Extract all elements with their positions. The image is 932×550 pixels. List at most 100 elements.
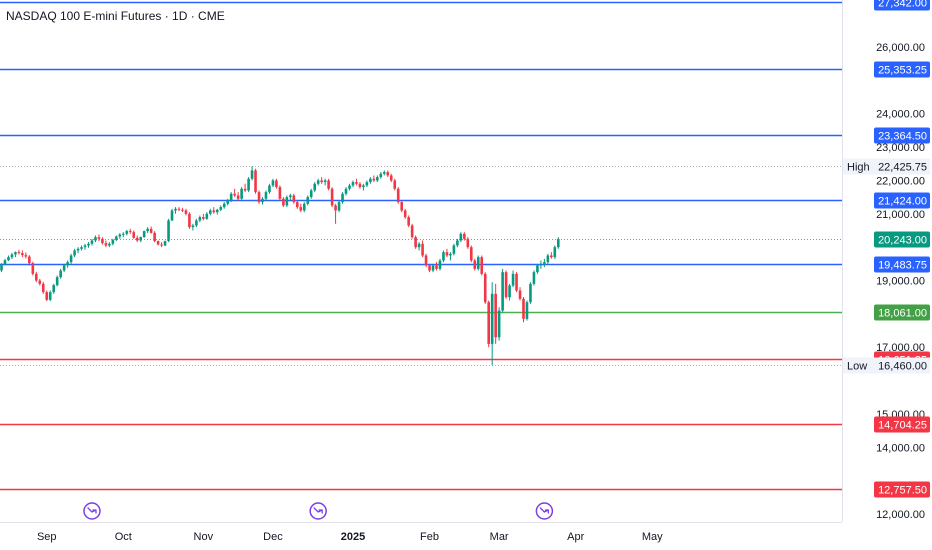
candle-body: [389, 175, 393, 181]
candle-body: [278, 187, 282, 199]
candle-body: [428, 265, 431, 271]
candle-body: [372, 178, 376, 181]
candle-body: [209, 210, 212, 214]
candle-body: [233, 193, 236, 196]
low-label-box: [843, 357, 930, 374]
candle-body: [299, 207, 303, 211]
level-tag-label: 12,757.50: [878, 485, 927, 497]
time-axis: Sep Oct Nov Dec 2025 Feb Mar Apr May: [37, 531, 663, 543]
event-icon[interactable]: [535, 502, 554, 520]
candle-body: [202, 217, 205, 219]
y-tick-label: 24,000.00: [876, 109, 925, 121]
x-tick-label: 2025: [341, 531, 365, 543]
candle-body: [320, 180, 323, 183]
candle-body: [153, 232, 156, 242]
candle-body: [449, 253, 452, 256]
candle-body: [480, 257, 484, 274]
candle-body: [229, 193, 233, 201]
candle-body: [330, 188, 334, 206]
candle-body: [125, 231, 129, 234]
candle-body: [240, 188, 243, 199]
price-axis: 26,000.00 24,000.00 23,000.00 22,000.00 21,0…: [876, 42, 925, 521]
high-label-box: [843, 158, 930, 175]
event-icon-circle: [83, 502, 101, 520]
candle-body: [487, 302, 490, 344]
candle-body: [94, 237, 97, 241]
level-tag: [874, 256, 930, 273]
level-tag: [874, 61, 930, 78]
candle-body: [38, 280, 42, 284]
level-tags: 27,342.00 25,353.25 23,364.50 21,424.00 19,4…: [843, 0, 930, 498]
candle-body: [306, 197, 310, 204]
candle-body: [452, 245, 456, 254]
candle-body: [226, 200, 229, 204]
y-tick-label: 17,000.00: [876, 342, 925, 354]
candle-body: [483, 273, 487, 303]
level-tag: [874, 304, 930, 321]
candle-body: [222, 203, 226, 208]
candle-body: [48, 292, 52, 300]
candle-body: [139, 237, 142, 241]
candles: [0, 166, 560, 366]
candle-body: [511, 273, 515, 286]
candle-body: [191, 225, 195, 228]
y-tick-label: 19,000.00: [876, 276, 925, 288]
candle-body: [369, 178, 372, 183]
candle-body: [212, 210, 216, 213]
event-icon[interactable]: [83, 502, 101, 520]
candle-body: [198, 217, 202, 221]
candle-body: [497, 310, 501, 338]
event-icon[interactable]: [309, 502, 327, 520]
candle-body: [396, 188, 400, 203]
candle-body: [309, 190, 313, 198]
candle-body: [302, 203, 306, 211]
high-label: High: [847, 162, 870, 174]
candle-body: [7, 257, 10, 261]
candle-body: [250, 170, 254, 179]
candle-body: [525, 302, 529, 319]
candle-body: [463, 233, 466, 239]
chart-title: NASDAQ 100 E-mini Futures · 1D · CME: [6, 9, 225, 23]
candle-body: [268, 185, 271, 193]
candle-body: [348, 185, 351, 189]
candle-body: [435, 265, 438, 269]
candle-body: [341, 193, 344, 203]
candle-body: [351, 182, 355, 186]
candle-body: [316, 180, 320, 184]
y-tick-label: 23,000.00: [876, 142, 925, 154]
candle-body: [553, 247, 557, 258]
y-tick-label: 14,000.00: [876, 442, 925, 454]
candle-body: [323, 180, 327, 183]
candle-body: [21, 253, 24, 256]
candle-body: [219, 207, 223, 210]
event-icon-circle: [535, 502, 554, 520]
candle-body: [31, 263, 35, 274]
candle-body: [76, 248, 80, 251]
candle-body: [417, 243, 421, 248]
candle-body: [115, 236, 118, 240]
candle-body: [146, 228, 149, 232]
level-tag: [874, 192, 930, 209]
level-tag-label: 18,061.00: [878, 308, 927, 320]
candle-body: [410, 225, 414, 238]
level-tag-label: 14,704.25: [878, 420, 927, 432]
candle-body: [543, 262, 546, 264]
candle-body: [3, 260, 7, 265]
event-icon-arrow: [87, 507, 97, 514]
candle-body: [156, 241, 160, 245]
candle-body: [365, 182, 369, 186]
candle-body: [466, 238, 470, 248]
candle-body: [181, 209, 184, 211]
candle-body: [383, 172, 386, 174]
level-tag-label: 25,353.25: [878, 65, 927, 77]
candle-body: [476, 257, 480, 269]
x-tick-label: Oct: [115, 531, 132, 543]
candle-body: [73, 250, 76, 256]
candle-body: [529, 283, 532, 303]
candle-body: [142, 231, 146, 238]
candle-body: [518, 290, 522, 299]
candle-body: [459, 233, 463, 241]
candle-body: [195, 220, 198, 226]
candle-body: [337, 202, 341, 211]
